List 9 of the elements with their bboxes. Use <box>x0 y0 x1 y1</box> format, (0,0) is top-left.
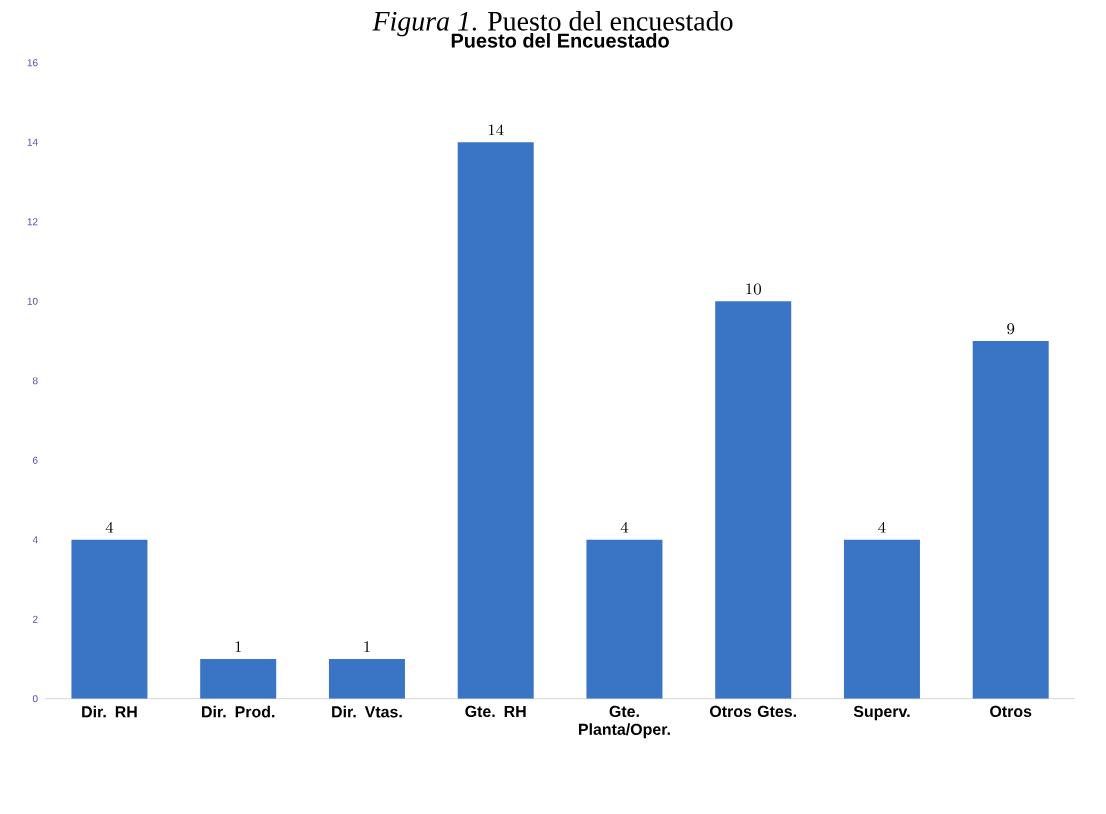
bar <box>200 658 277 699</box>
bar <box>972 340 1049 699</box>
bar <box>328 658 405 699</box>
bar <box>843 539 920 699</box>
bar <box>586 539 663 699</box>
bar <box>457 142 534 699</box>
bar <box>715 301 792 699</box>
chart-title: Puesto del Encuestado <box>451 33 669 48</box>
bar <box>71 539 148 699</box>
